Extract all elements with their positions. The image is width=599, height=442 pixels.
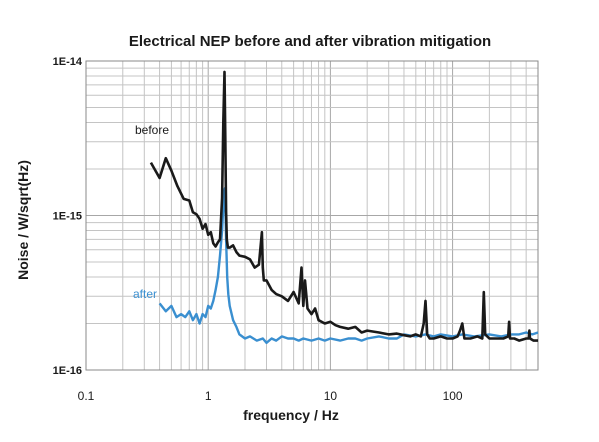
grid [86,61,538,370]
series-layer [151,72,538,343]
x-tick-label: 0.1 [78,389,95,403]
y-tick-label: 1E-14 [53,56,83,68]
x-tick-label: 10 [324,389,338,403]
x-axis-label: frequency / Hz [243,407,339,423]
tick-labels: 0.1 1 10 100 1E-16 1E-15 1E-14 [53,56,463,403]
y-tick-label: 1E-16 [53,365,82,377]
series-label-after: after [133,287,157,301]
series-line-after [160,188,538,342]
y-tick-label: 1E-15 [53,211,82,223]
x-tick-label: 1 [205,389,212,403]
chart-title: Electrical NEP before and after vibratio… [129,33,491,50]
series-line-before [151,72,538,341]
series-label-before: before [135,123,169,137]
x-tick-label: 100 [443,389,463,403]
y-axis-label: Noise / W/sqrt(Hz) [15,160,31,280]
